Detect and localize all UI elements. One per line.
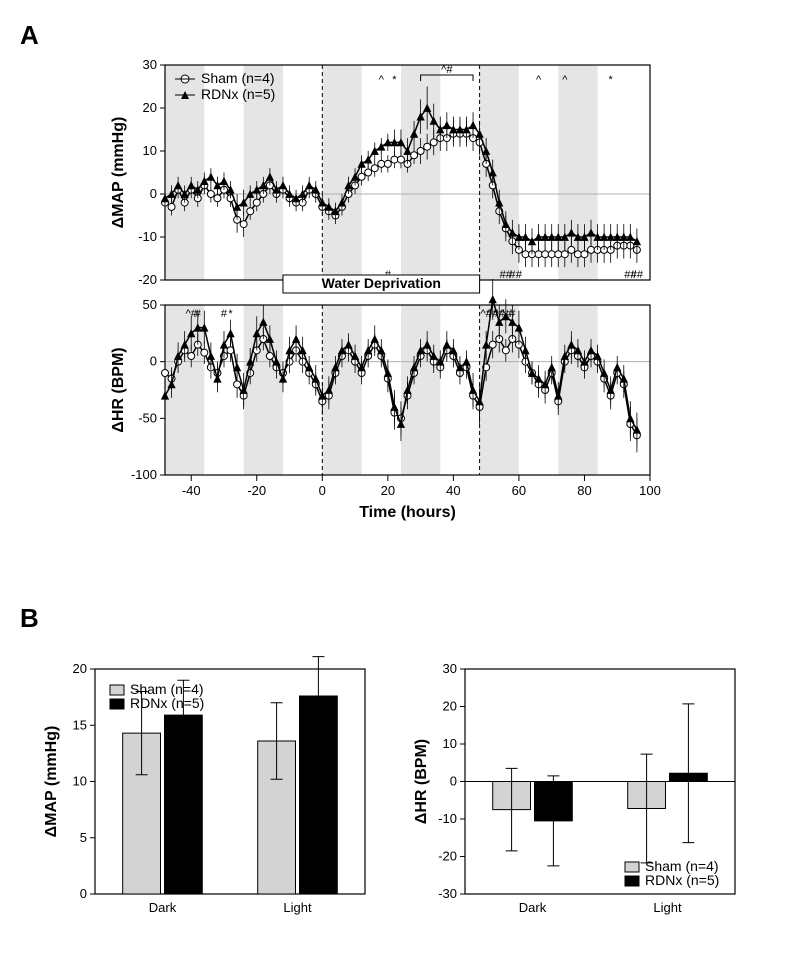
svg-text:Dark: Dark (148, 900, 176, 915)
svg-text:-20: -20 (247, 483, 266, 498)
svg-text:*: * (609, 74, 614, 86)
svg-text:ΔMAP (mmHg): ΔMAP (mmHg) (110, 117, 127, 229)
svg-text:Light: Light (653, 900, 682, 915)
svg-text:30: 30 (442, 661, 456, 676)
svg-text:#: # (509, 308, 516, 320)
svg-text:#: # (516, 269, 523, 281)
panel-a-chart: -20-100102030ΔMAP (mmHg)^#*^#^^*########… (20, 55, 769, 595)
svg-text:^: ^ (379, 74, 385, 86)
svg-text:0: 0 (79, 886, 86, 901)
svg-text:20: 20 (442, 699, 456, 714)
panel-b-wrap: B 05101520ΔMAP (mmHg)DarkLightSham (n=4)… (20, 603, 769, 934)
svg-text:-30: -30 (438, 886, 457, 901)
svg-text:ΔHR (BPM): ΔHR (BPM) (110, 347, 127, 432)
svg-text:-40: -40 (182, 483, 201, 498)
svg-text:Sham (n=4): Sham (n=4) (201, 70, 275, 86)
svg-text:Time (hours): Time (hours) (359, 504, 456, 521)
panel-b-hr: -30-20-100102030ΔHR (BPM)DarkLightSham (… (410, 654, 750, 934)
svg-text:-10: -10 (438, 811, 457, 826)
svg-text:#: # (195, 308, 202, 320)
svg-text:#: # (221, 308, 228, 320)
svg-text:5: 5 (79, 830, 86, 845)
svg-text:Water Deprivation: Water Deprivation (322, 275, 441, 291)
svg-text:ΔHR (BPM): ΔHR (BPM) (413, 739, 430, 824)
panel-a-wrap: A -20-100102030ΔMAP (mmHg)^#*^#^^*######… (20, 20, 769, 595)
svg-text:RDNx (n=5): RDNx (n=5) (130, 695, 204, 711)
svg-text:*: * (392, 74, 397, 86)
svg-text:Light: Light (283, 900, 312, 915)
svg-text:-20: -20 (138, 272, 157, 287)
svg-text:30: 30 (143, 57, 157, 72)
svg-text:*: * (228, 308, 233, 320)
panel-b-label: B (20, 603, 769, 634)
svg-text:20: 20 (143, 100, 157, 115)
svg-text:80: 80 (577, 483, 591, 498)
svg-text:-50: -50 (138, 410, 157, 425)
svg-text:-10: -10 (138, 229, 157, 244)
svg-text:^: ^ (562, 74, 568, 86)
svg-text:0: 0 (150, 186, 157, 201)
svg-text:10: 10 (143, 143, 157, 158)
svg-text:40: 40 (446, 483, 460, 498)
svg-text:^: ^ (536, 74, 542, 86)
svg-text:0: 0 (319, 483, 326, 498)
svg-text:Dark: Dark (518, 900, 546, 915)
svg-text:100: 100 (639, 483, 661, 498)
svg-text:-20: -20 (438, 849, 457, 864)
svg-text:ΔMAP (mmHg): ΔMAP (mmHg) (43, 726, 60, 838)
svg-text:0: 0 (449, 774, 456, 789)
svg-text:-100: -100 (131, 467, 157, 482)
svg-text:15: 15 (72, 717, 86, 732)
svg-text:10: 10 (442, 736, 456, 751)
svg-text:RDNx (n=5): RDNx (n=5) (201, 86, 275, 102)
svg-text:^#: ^# (441, 64, 453, 76)
svg-text:60: 60 (512, 483, 526, 498)
svg-text:20: 20 (381, 483, 395, 498)
svg-text:RDNx (n=5): RDNx (n=5) (645, 872, 719, 888)
svg-text:10: 10 (72, 774, 86, 789)
svg-text:50: 50 (143, 297, 157, 312)
svg-text:20: 20 (72, 661, 86, 676)
panel-a-label: A (20, 20, 769, 51)
svg-text:##: ## (631, 269, 644, 281)
svg-text:0: 0 (150, 354, 157, 369)
panel-b-map: 05101520ΔMAP (mmHg)DarkLightSham (n=4)RD… (40, 654, 380, 934)
